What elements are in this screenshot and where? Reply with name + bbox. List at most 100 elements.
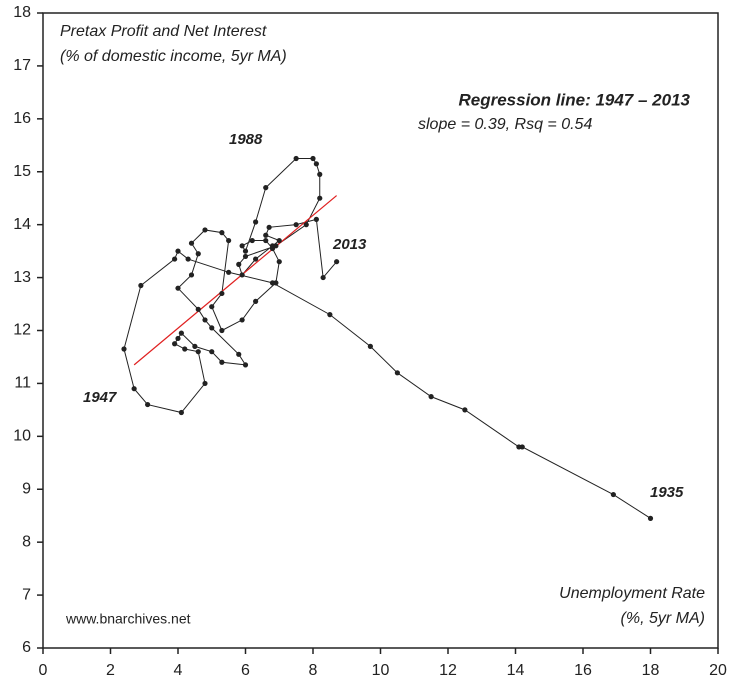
regression-title: Regression line: 1947 – 2013 [458,90,690,109]
data-point [428,394,434,400]
data-point [610,491,616,498]
year-annotation: 1947 [83,389,117,406]
data-point [310,155,316,162]
y-tick-label: 10 [13,428,31,445]
x-tick-label: 0 [39,662,48,679]
data-point [175,335,181,342]
data-point [263,237,269,244]
data-point [276,237,282,244]
data-point [239,243,245,249]
data-point [320,274,326,281]
data-point [236,351,242,357]
data-point [317,195,323,201]
data-point [303,222,309,228]
x-tick-label: 10 [372,662,390,679]
y-tick-label: 7 [22,586,31,603]
data-point [209,304,215,310]
y-tick-label: 18 [13,4,31,21]
data-point [263,185,269,191]
x-tick-label: 6 [241,662,250,679]
data-point [188,272,195,278]
year-annotation: 1988 [229,131,263,148]
data-point [185,256,191,262]
y-tick-label: 6 [22,639,31,656]
data-point [209,325,215,331]
data-point [178,409,184,416]
year-annotation: 1935 [650,484,684,501]
year-annotation: 2013 [332,236,367,253]
x-tick-label: 20 [709,662,727,679]
data-point [219,359,225,365]
chart-subtitle: (% of domestic income, 5yr MA) [60,48,287,65]
data-point [138,282,144,289]
data-point [242,253,249,260]
x-tick-label: 12 [439,662,457,679]
data-point [367,343,373,349]
data-point [317,171,323,177]
data-point [219,230,225,236]
data-point [327,312,333,318]
x-axis-label-sub: (%, 5yr MA) [621,610,705,627]
data-point [236,261,242,267]
regression-stats: slope = 0.39, Rsq = 0.54 [418,116,592,133]
y-tick-label: 9 [22,480,31,497]
data-point [219,290,225,297]
data-point [209,349,215,355]
data-point [195,251,201,257]
data-point [263,232,269,238]
data-point [394,370,400,376]
data-point [647,515,654,521]
x-tick-label: 8 [309,662,318,679]
data-point [276,259,282,265]
x-tick-label: 4 [174,662,183,679]
data-point [242,248,249,254]
data-point [293,155,299,162]
data-point [239,272,245,278]
data-point [188,240,195,246]
data-point [253,298,259,304]
data-point [182,346,188,352]
x-tick-label: 14 [507,662,525,679]
data-point [516,444,522,450]
y-tick-label: 14 [13,216,31,233]
y-tick-label: 17 [13,57,31,74]
x-axis-label: Unemployment Rate [559,585,705,602]
y-tick-label: 13 [13,269,31,286]
data-point [249,237,255,244]
chart-title: Pretax Profit and Net Interest [60,23,267,40]
data-point [253,219,259,225]
data-point [172,256,178,262]
data-point [226,269,232,275]
data-point [202,317,208,323]
data-point [293,222,299,228]
data-point [121,346,127,352]
data-point [269,243,276,249]
x-tick-label: 18 [642,662,660,679]
source: www.bnarchives.net [65,611,191,627]
data-point [192,343,198,349]
data-point [195,349,201,355]
data-point [175,285,181,291]
y-tick-label: 12 [13,322,31,339]
data-point [242,362,249,368]
data-point [313,161,319,167]
data-point [178,330,184,336]
data-point [239,317,245,323]
data-point [202,227,208,233]
data-point [202,380,208,387]
y-tick-label: 16 [13,110,31,127]
data-point [172,341,178,347]
data-point [266,224,272,230]
data-point [195,306,201,312]
data-point [253,256,259,262]
data-point [175,248,181,254]
data-point [313,216,319,222]
data-point [226,237,232,244]
y-tick-label: 15 [13,163,31,180]
data-line [123,158,651,519]
data-point [131,386,137,392]
data-point [462,407,468,413]
y-tick-label: 11 [14,375,31,392]
data-point [273,280,279,286]
y-tick-label: 8 [22,533,31,550]
